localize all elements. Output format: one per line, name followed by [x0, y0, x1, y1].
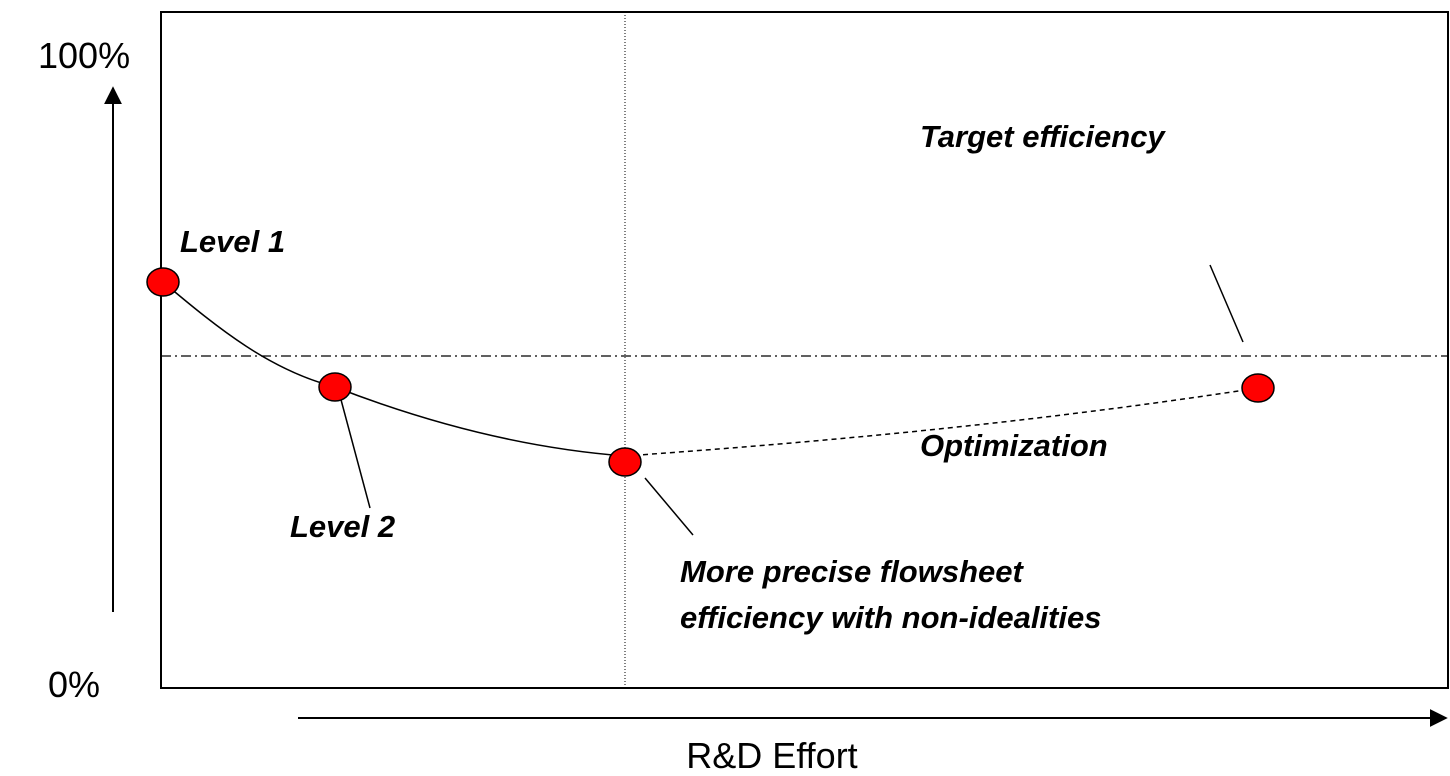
optimization-curve: [624, 387, 1259, 457]
annotation: Optimization: [920, 428, 1108, 463]
curve: [162, 281, 626, 457]
annotation: Level 2: [290, 509, 395, 544]
annotation: efficiency with non-idealities: [680, 600, 1101, 635]
x-label: R&D Effort: [686, 735, 857, 776]
point: [318, 372, 352, 402]
point: [608, 447, 642, 477]
leader: [644, 477, 694, 536]
annotation: Level 1: [180, 224, 285, 259]
y-top-label: 100%: [38, 35, 130, 76]
point: [1241, 373, 1275, 403]
frame: [160, 11, 1449, 689]
annotation: Target efficiency: [920, 119, 1166, 154]
leader: [1209, 264, 1244, 343]
y-bottom-label: 0%: [48, 664, 100, 705]
annotation: More precise flowsheet: [680, 554, 1025, 589]
point: [146, 267, 180, 297]
leader: [339, 395, 371, 509]
